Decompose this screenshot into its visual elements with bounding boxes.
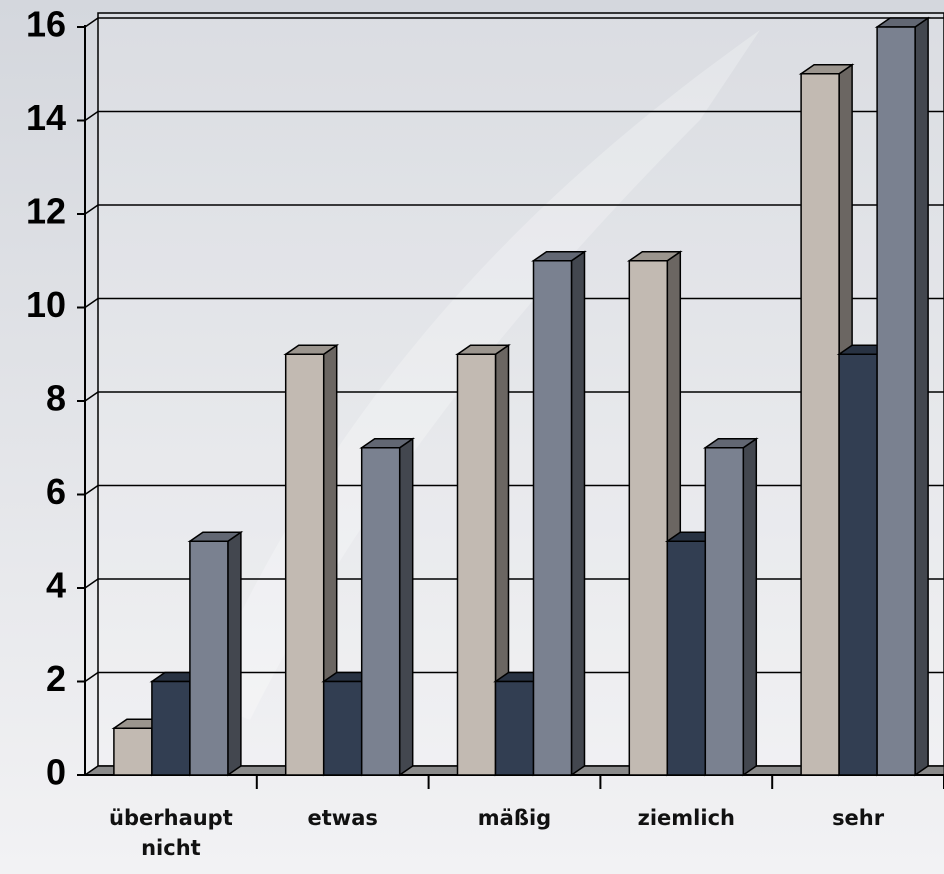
bar [666,540,707,776]
x-tick-label-line: überhaupt [109,806,233,830]
bar [456,353,497,776]
y-tick-label: 16 [26,4,66,45]
bar [189,540,229,776]
bar [360,447,401,776]
grid-line [84,110,944,122]
y-tick-label: 2 [46,658,66,699]
y-tick-label: 12 [26,191,66,232]
grid-line [84,17,944,28]
y-tick-label: 10 [26,284,66,325]
bar-side [227,530,242,777]
bar [322,680,363,776]
bar [532,260,573,776]
y-tick-label: 0 [46,752,66,793]
y-tick-label: 4 [46,565,66,606]
bar [284,353,325,776]
bar-side [570,250,586,777]
bar [876,26,916,776]
bar [704,447,745,776]
x-tick-label-line: nicht [141,836,201,860]
bar-side [398,437,414,777]
x-tick-label: mäßig [478,806,551,830]
watermark [200,30,760,720]
y-tick-label: 6 [46,471,66,512]
bar [151,680,191,776]
bar [838,353,878,776]
x-tick-label: sehr [832,806,885,830]
grid-line [84,204,944,215]
y-tick-label: 14 [26,97,66,138]
x-tick-label: etwas [308,806,378,830]
bar [113,727,153,776]
bar [494,680,535,776]
bar-side [742,437,758,777]
x-tick-label: überhaupt nicht [109,806,233,860]
y-tick-label: 8 [46,378,66,419]
x-tick-label: ziemlich [638,806,735,830]
bar [800,73,840,776]
bar-side [914,16,929,777]
bar [628,260,669,776]
